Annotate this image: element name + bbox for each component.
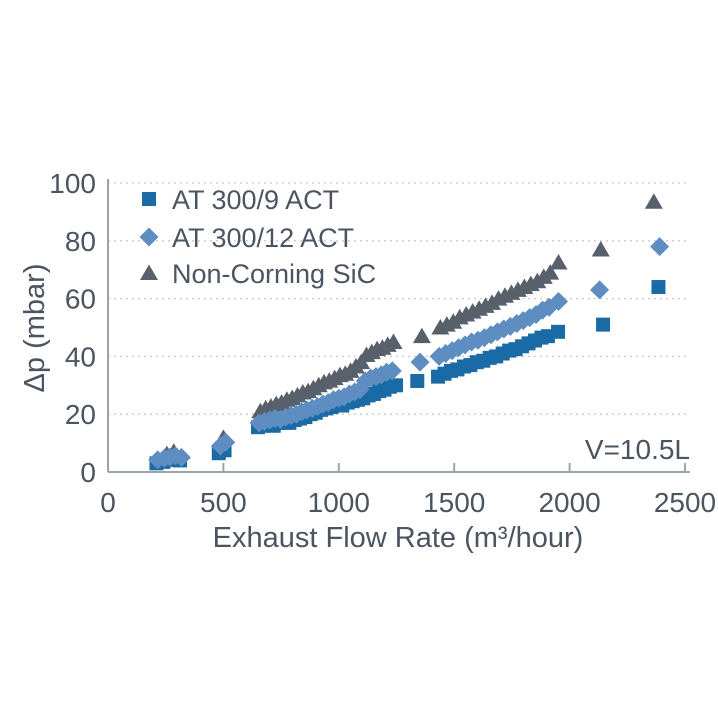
y-tick-label: 0 bbox=[80, 457, 96, 488]
data-point bbox=[549, 253, 568, 270]
data-point bbox=[384, 333, 403, 349]
data-point bbox=[412, 327, 431, 344]
legend-label: AT 300/9 ACT bbox=[172, 185, 339, 215]
legend-item-3: Non-Corning SiC bbox=[140, 259, 376, 289]
data-point bbox=[171, 448, 191, 468]
data-point bbox=[410, 352, 430, 372]
x-tick-label: 1500 bbox=[423, 487, 485, 518]
data-point bbox=[389, 378, 404, 393]
x-tick-label: 500 bbox=[200, 487, 247, 518]
legend: AT 300/9 ACT AT 300/12 ACT Non-Corning SiC bbox=[139, 185, 376, 289]
y-tick-labels: 0 20 40 60 80 100 bbox=[49, 168, 96, 488]
data-point bbox=[644, 193, 663, 209]
data-point bbox=[590, 280, 610, 300]
data-point bbox=[596, 317, 611, 332]
triangle-legend-marker-icon bbox=[140, 264, 158, 280]
data-point bbox=[549, 291, 569, 311]
data-points bbox=[148, 193, 670, 471]
volume-annotation: V=10.5L bbox=[585, 434, 690, 465]
data-point bbox=[651, 280, 666, 295]
y-tick-label: 80 bbox=[65, 226, 96, 257]
data-point bbox=[541, 264, 560, 280]
series-at-300-9-act bbox=[149, 280, 666, 471]
data-point bbox=[410, 373, 425, 388]
series-at-300-12-act bbox=[148, 237, 670, 470]
y-tick-label: 40 bbox=[65, 341, 96, 372]
legend-item-2: AT 300/12 ACT bbox=[139, 223, 354, 253]
square-legend-marker-icon bbox=[142, 192, 156, 206]
legend-label: AT 300/12 ACT bbox=[172, 223, 354, 253]
data-point bbox=[650, 237, 670, 257]
y-tick-label: 100 bbox=[49, 168, 96, 199]
x-tick-label: 1000 bbox=[308, 487, 370, 518]
data-point bbox=[591, 240, 610, 257]
legend-item-1: AT 300/9 ACT bbox=[142, 185, 339, 215]
x-tick-label: 2000 bbox=[538, 487, 600, 518]
data-point bbox=[382, 361, 402, 381]
gridlines bbox=[108, 182, 690, 415]
x-tick-label: 2500 bbox=[654, 487, 716, 518]
data-point bbox=[551, 324, 566, 339]
x-tick-labels: 0 500 1000 1500 2000 2500 bbox=[100, 487, 716, 518]
legend-label: Non-Corning SiC bbox=[172, 259, 376, 289]
diamond-legend-marker-icon bbox=[139, 227, 159, 247]
y-tick-label: 20 bbox=[65, 399, 96, 430]
y-tick-label: 60 bbox=[65, 284, 96, 315]
x-tick-label: 0 bbox=[100, 487, 116, 518]
axes bbox=[107, 179, 690, 473]
y-axis-label: Δp (mbar) bbox=[19, 264, 51, 393]
data-point bbox=[216, 432, 236, 452]
x-axis-label: Exhaust Flow Rate (m³/hour) bbox=[213, 522, 584, 554]
